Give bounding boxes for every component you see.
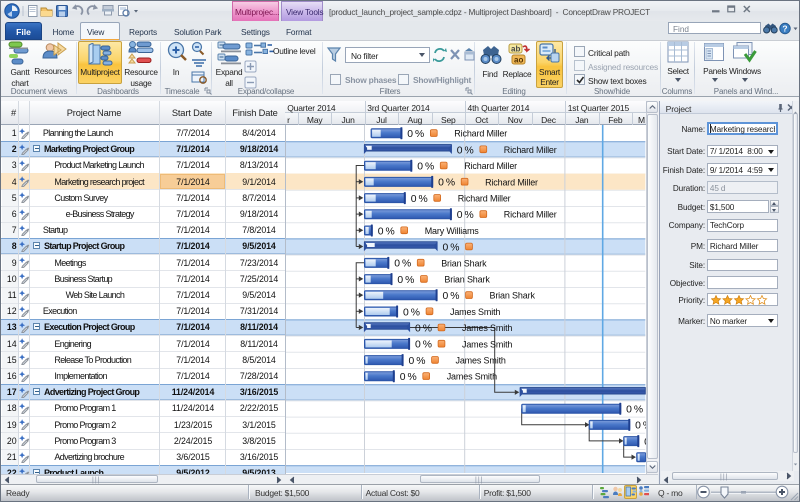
svg-text:Richard Miller: Richard Miller (458, 193, 511, 203)
svg-text:0 %: 0 % (398, 274, 415, 285)
svg-text:0 %: 0 % (417, 161, 434, 172)
svg-text:0 %: 0 % (635, 420, 645, 431)
svg-text:0 %: 0 % (415, 339, 432, 350)
svg-text:0 %: 0 % (394, 258, 411, 269)
svg-text:0 %: 0 % (408, 129, 425, 140)
svg-text:Richard Miller: Richard Miller (464, 161, 517, 171)
svg-text:0 %: 0 % (378, 226, 395, 237)
svg-text:Richard Miller: Richard Miller (455, 128, 508, 138)
svg-text:James Smith: James Smith (462, 339, 512, 349)
svg-text:0 %: 0 % (438, 177, 455, 188)
svg-text:ao: ao (514, 56, 523, 65)
svg-text:Brian Shark: Brian Shark (441, 258, 487, 268)
svg-text:0 %: 0 % (400, 372, 417, 383)
svg-text:0 %: 0 % (409, 355, 426, 366)
svg-text:ab: ab (511, 45, 520, 54)
svg-text:0 %: 0 % (443, 242, 460, 253)
svg-text:?: ? (782, 24, 787, 34)
svg-text:James Smith: James Smith (447, 371, 497, 381)
svg-text:James Smith: James Smith (450, 306, 500, 316)
svg-text:Mary Williams: Mary Williams (425, 225, 480, 235)
svg-text:James Smith: James Smith (462, 323, 512, 333)
svg-text:Brian Shark: Brian Shark (445, 274, 491, 284)
svg-text:Richard Miller: Richard Miller (504, 209, 557, 219)
svg-text:Richard Miller: Richard Miller (485, 177, 538, 187)
svg-text:Brian Shark: Brian Shark (490, 290, 536, 300)
svg-text:James Smith: James Smith (456, 355, 506, 365)
svg-text:0 %: 0 % (415, 323, 432, 334)
svg-text:0 %: 0 % (457, 145, 474, 156)
svg-text:0 %: 0 % (644, 436, 645, 447)
svg-text:0 %: 0 % (457, 210, 474, 221)
svg-text:0 %: 0 % (403, 307, 420, 318)
svg-text:Richard Miller: Richard Miller (504, 144, 557, 154)
svg-text:0 %: 0 % (626, 404, 643, 415)
svg-text:0 %: 0 % (443, 291, 460, 302)
svg-text:0 %: 0 % (411, 193, 428, 204)
